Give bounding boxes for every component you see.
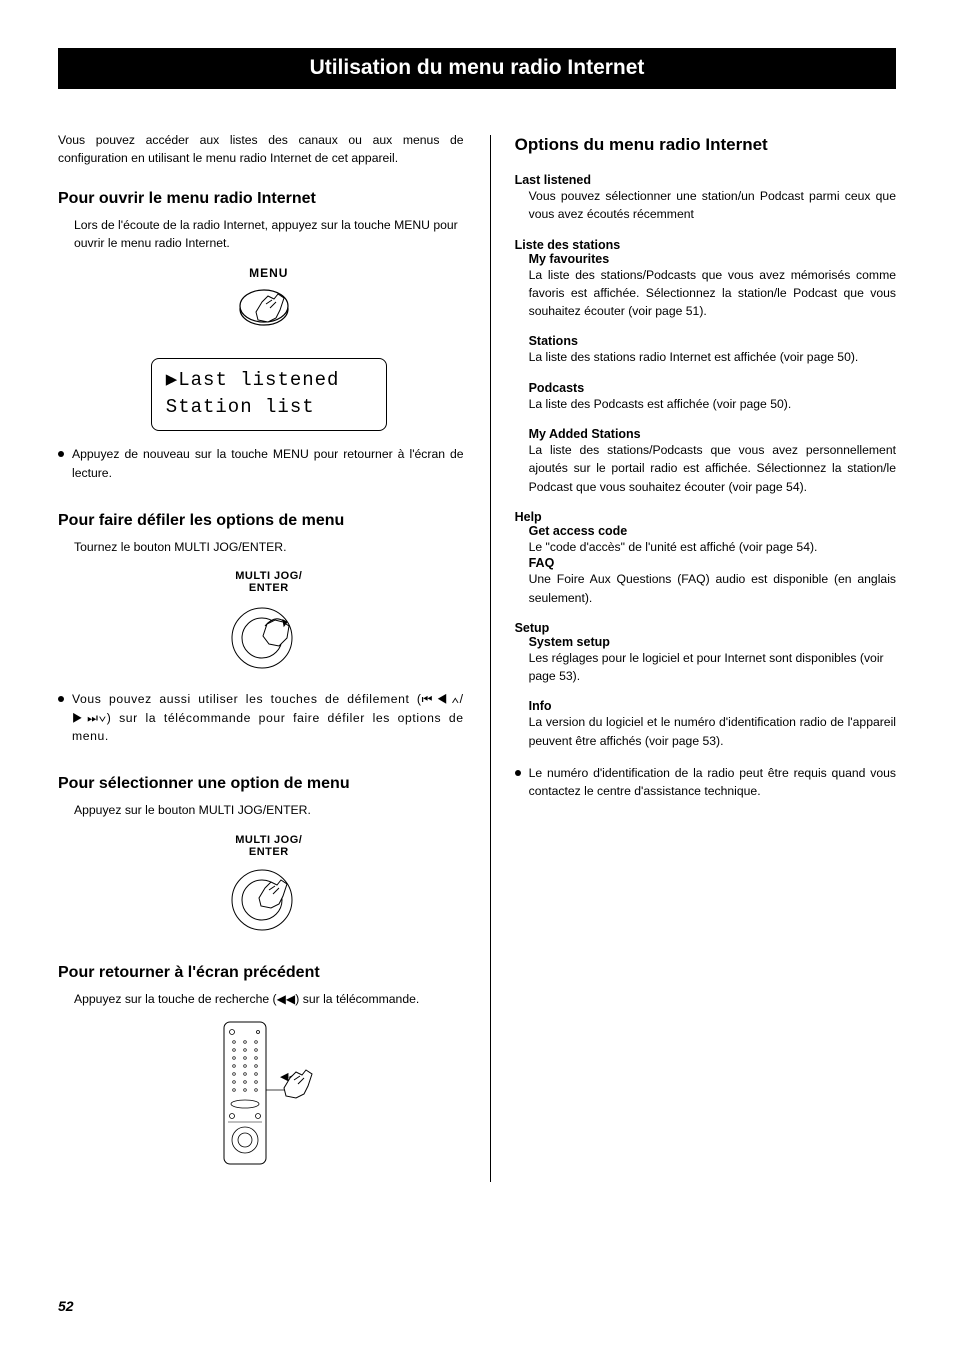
term-my-favourites: My favourites [529,252,896,266]
intro-text: Vous pouvez accéder aux listes des canau… [58,131,464,168]
heading-return: Pour retourner à l'écran précédent [58,964,464,982]
jog-press-icon [227,862,311,934]
bullet-menu-return: Appuyez de nouveau sur la touche MENU po… [58,445,464,482]
left-column: Vous pouvez accéder aux listes des canau… [58,131,464,1182]
term-setup: Setup [515,621,896,635]
info-body: La version du logiciel et le numéro d'id… [529,713,896,750]
heading-select: Pour sélectionner une option de menu [58,775,464,793]
term-liste-stations: Liste des stations [515,238,896,252]
bullet-icon [58,696,64,702]
term-info: Info [529,699,896,713]
open-menu-body: Lors de l'écoute de la radio Internet, a… [74,216,464,253]
return-body: Appuyez sur la touche de recherche (◀◀) … [74,990,464,1008]
heading-options: Options du menu radio Internet [515,135,896,155]
podcasts-body: La liste des Podcasts est affichée (voir… [529,395,896,413]
bullet-radio-id: Le numéro d'identification de la radio p… [515,764,896,801]
jog-label-1: MULTI JOG/ENTER [74,570,464,594]
bullet-icon [515,770,521,776]
added-body: La liste des stations/Podcasts que vous … [529,441,896,496]
title-bar: Utilisation du menu radio Internet [58,48,896,89]
bullet-scroll-remote: Vous pouvez aussi utiliser les touches d… [58,690,464,745]
heading-scroll: Pour faire défiler les options de menu [58,512,464,530]
scroll-body: Tournez le bouton MULTI JOG/ENTER. [74,538,464,556]
term-faq: FAQ [529,556,896,570]
term-last-listened: Last listened [515,173,896,187]
remote-icon: ◀◀ [194,1018,344,1168]
right-column: Options du menu radio Internet Last list… [490,135,896,1182]
jog-turn-icon [227,598,311,676]
lcd-display: ▶Last listened Station list [151,358,387,431]
lcd-line-2: Station list [166,394,372,421]
two-column-layout: Vous pouvez accéder aux listes des canau… [58,131,896,1182]
faq-body: Une Foire Aux Questions (FAQ) audio est … [529,570,896,607]
term-stations: Stations [529,334,896,348]
menu-label: MENU [74,266,464,280]
favourites-body: La liste des stations/Podcasts que vous … [529,266,896,321]
term-my-added: My Added Stations [529,427,896,441]
bullet-text: Le numéro d'identification de la radio p… [529,764,896,801]
stations-body: La liste des stations radio Internet est… [529,348,896,366]
term-system-setup: System setup [529,635,896,649]
bullet-text: Appuyez de nouveau sur la touche MENU po… [72,445,464,482]
last-listened-body: Vous pouvez sélectionner une station/un … [515,187,896,224]
menu-button-icon [234,284,304,344]
term-help: Help [515,510,896,524]
lcd-line-1: ▶Last listened [166,367,372,394]
page-number: 52 [58,1298,74,1314]
jog-label-2: MULTI JOG/ENTER [74,834,464,858]
select-body: Appuyez sur le bouton MULTI JOG/ENTER. [74,801,464,819]
syssetup-body: Les réglages pour le logiciel et pour In… [529,649,896,686]
bullet-text: Vous pouvez aussi utiliser les touches d… [72,690,464,745]
term-podcasts: Podcasts [529,381,896,395]
getcode-body: Le "code d'accès" de l'unité est affiché… [529,538,896,556]
term-get-access-code: Get access code [529,524,896,538]
bullet-icon [58,451,64,457]
heading-open-menu: Pour ouvrir le menu radio Internet [58,190,464,208]
